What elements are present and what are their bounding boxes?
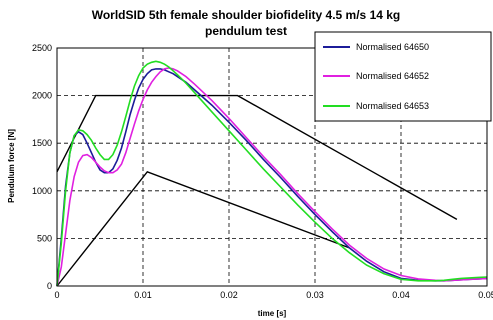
series-line-3 <box>56 60 488 287</box>
x-tick-label: 0.04 <box>392 290 410 300</box>
series-line-2 <box>56 67 488 287</box>
x-tick-label: 0 <box>54 290 59 300</box>
legend-label: Normalised 64653 <box>356 101 429 111</box>
chart-title-line-2: pendulum test <box>205 24 287 38</box>
legend: Normalised 64650 Normalised 64652 Normalis… <box>314 31 492 122</box>
x-tick-label: 0.05 <box>478 290 493 300</box>
y-axis-title: Pendulum force [N] <box>7 129 16 203</box>
series-line-1 <box>56 68 488 287</box>
plot-frame <box>56 47 488 287</box>
y-tick-label: 2500 <box>32 43 52 53</box>
y-tick-label: 500 <box>37 233 52 243</box>
corridor-line <box>56 170 350 287</box>
x-tick-label: 0.01 <box>134 290 152 300</box>
y-tick-label: 1500 <box>32 138 52 148</box>
y-tick-label: 2000 <box>32 91 52 101</box>
x-tick-label: 0.02 <box>220 290 238 300</box>
tick-labels: 0 0.01 0.02 0.03 0.04 0.05 0 500 1000 1500 2000 250… <box>32 43 493 300</box>
series-lines <box>56 60 488 287</box>
legend-label: Normalised 64652 <box>356 71 429 81</box>
y-tick-label: 1000 <box>32 186 52 196</box>
x-tick-label: 0.03 <box>306 290 324 300</box>
chart-title-line-1: WorldSID 5th female shoulder biofidelity… <box>92 8 401 22</box>
legend-label: Normalised 64650 <box>356 42 429 52</box>
x-axis-title: time [s] <box>258 309 287 318</box>
y-tick-label: 0 <box>47 281 52 291</box>
